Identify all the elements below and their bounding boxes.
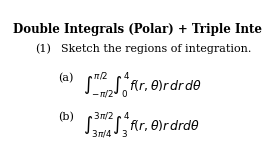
- Text: $\int_{3\pi/4}^{3\pi/2}\int_{3}^{4} f(r,\theta)r\, drd\theta$: $\int_{3\pi/4}^{3\pi/2}\int_{3}^{4} f(r,…: [83, 110, 201, 140]
- Text: (b): (b): [58, 112, 74, 122]
- Text: (1): (1): [36, 44, 51, 54]
- Text: $\int_{-\pi/2}^{\pi/2}\int_{0}^{4} f(r,\theta)r\, dr\, d\theta$: $\int_{-\pi/2}^{\pi/2}\int_{0}^{4} f(r,\…: [83, 71, 203, 100]
- Text: (a): (a): [58, 73, 74, 83]
- Text: Sketch the regions of integration.: Sketch the regions of integration.: [61, 44, 251, 54]
- Text: Double Integrals (Polar) + Triple Inte: Double Integrals (Polar) + Triple Inte: [13, 23, 262, 36]
